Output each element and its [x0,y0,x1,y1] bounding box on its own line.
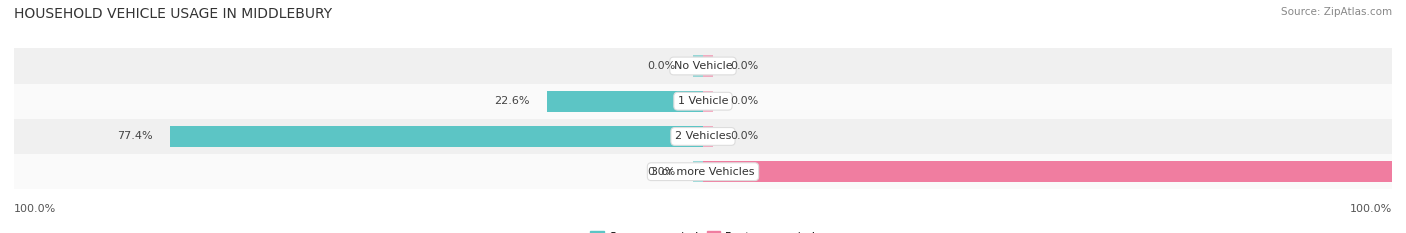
Bar [703,55,713,77]
Text: 1 Vehicle: 1 Vehicle [678,96,728,106]
Bar [14,48,1392,84]
Text: 22.6%: 22.6% [495,96,530,106]
Text: Source: ZipAtlas.com: Source: ZipAtlas.com [1281,7,1392,17]
Bar [703,126,713,147]
Text: 3 or more Vehicles: 3 or more Vehicles [651,167,755,177]
Bar [703,91,713,112]
Text: HOUSEHOLD VEHICLE USAGE IN MIDDLEBURY: HOUSEHOLD VEHICLE USAGE IN MIDDLEBURY [14,7,332,21]
Text: 100.0%: 100.0% [1350,204,1392,214]
Text: 0.0%: 0.0% [731,61,759,71]
Text: 77.4%: 77.4% [117,131,152,141]
Bar [547,91,703,112]
Legend: Owner-occupied, Renter-occupied: Owner-occupied, Renter-occupied [586,227,820,233]
Bar [703,161,1392,182]
Text: 2 Vehicles: 2 Vehicles [675,131,731,141]
Text: 0.0%: 0.0% [731,96,759,106]
Bar [693,161,703,182]
Bar [14,154,1392,189]
Text: No Vehicle: No Vehicle [673,61,733,71]
Bar [14,84,1392,119]
Bar [693,55,703,77]
Text: 0.0%: 0.0% [647,167,675,177]
Bar [14,119,1392,154]
Text: 0.0%: 0.0% [647,61,675,71]
Text: 0.0%: 0.0% [731,131,759,141]
Text: 100.0%: 100.0% [14,204,56,214]
Bar [170,126,703,147]
